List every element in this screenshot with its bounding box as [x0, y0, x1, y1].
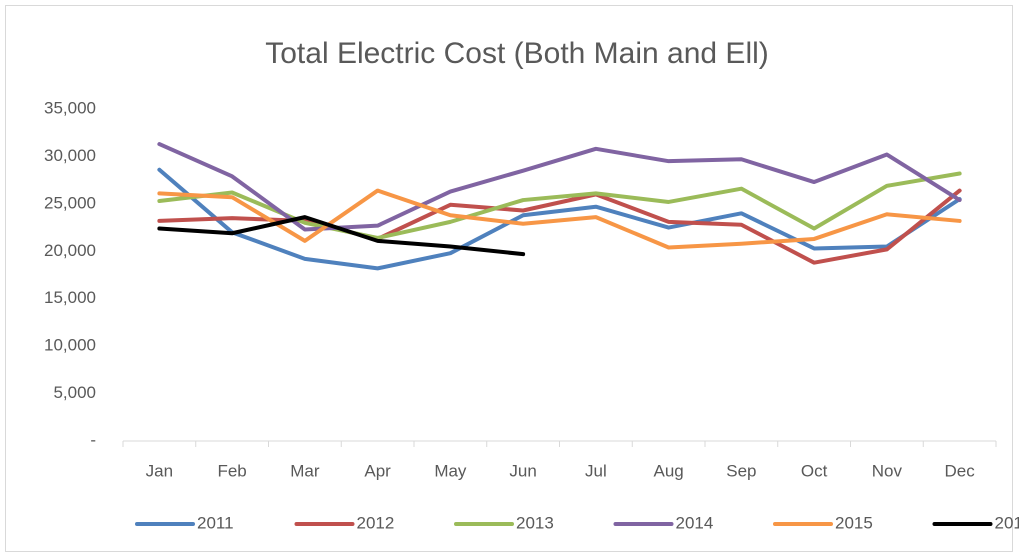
- x-tick-label: Dec: [945, 461, 976, 480]
- legend-label: 2011: [197, 513, 234, 532]
- x-tick-label: May: [434, 461, 467, 480]
- x-tick-label: Feb: [217, 461, 246, 480]
- y-tick-label: 20,000: [44, 241, 96, 260]
- y-tick-label: 35,000: [44, 98, 96, 117]
- legend-label: 2013: [516, 513, 554, 532]
- x-tick-label: Jul: [585, 461, 607, 480]
- y-tick-label: 30,000: [44, 146, 96, 165]
- x-tick-label: Oct: [801, 461, 828, 480]
- series-line: [157, 171, 962, 241]
- series-line: [157, 167, 962, 271]
- x-tick-label: Jan: [146, 461, 173, 480]
- y-tick-label: -: [90, 430, 96, 449]
- legend-label: 2016: [995, 513, 1019, 532]
- x-tick-label: Nov: [872, 461, 903, 480]
- y-tick-label: 10,000: [44, 336, 96, 355]
- x-tick-label: Aug: [654, 461, 684, 480]
- x-tick-label: Apr: [364, 461, 391, 480]
- x-tick-label: Sep: [726, 461, 756, 480]
- y-tick-label: 15,000: [44, 288, 96, 307]
- x-tick-label: Mar: [290, 461, 320, 480]
- series-line: [157, 188, 962, 250]
- chart-border: [5, 5, 1013, 552]
- chart-title: Total Electric Cost (Both Main and Ell): [265, 37, 769, 70]
- y-tick-label: 25,000: [44, 193, 96, 212]
- legend-label: 2014: [676, 513, 714, 532]
- legend-label: 2015: [835, 513, 873, 532]
- series-line: [157, 215, 526, 257]
- legend-label: 2012: [357, 513, 395, 532]
- y-tick-label: 5,000: [53, 383, 96, 402]
- x-tick-label: Jun: [509, 461, 536, 480]
